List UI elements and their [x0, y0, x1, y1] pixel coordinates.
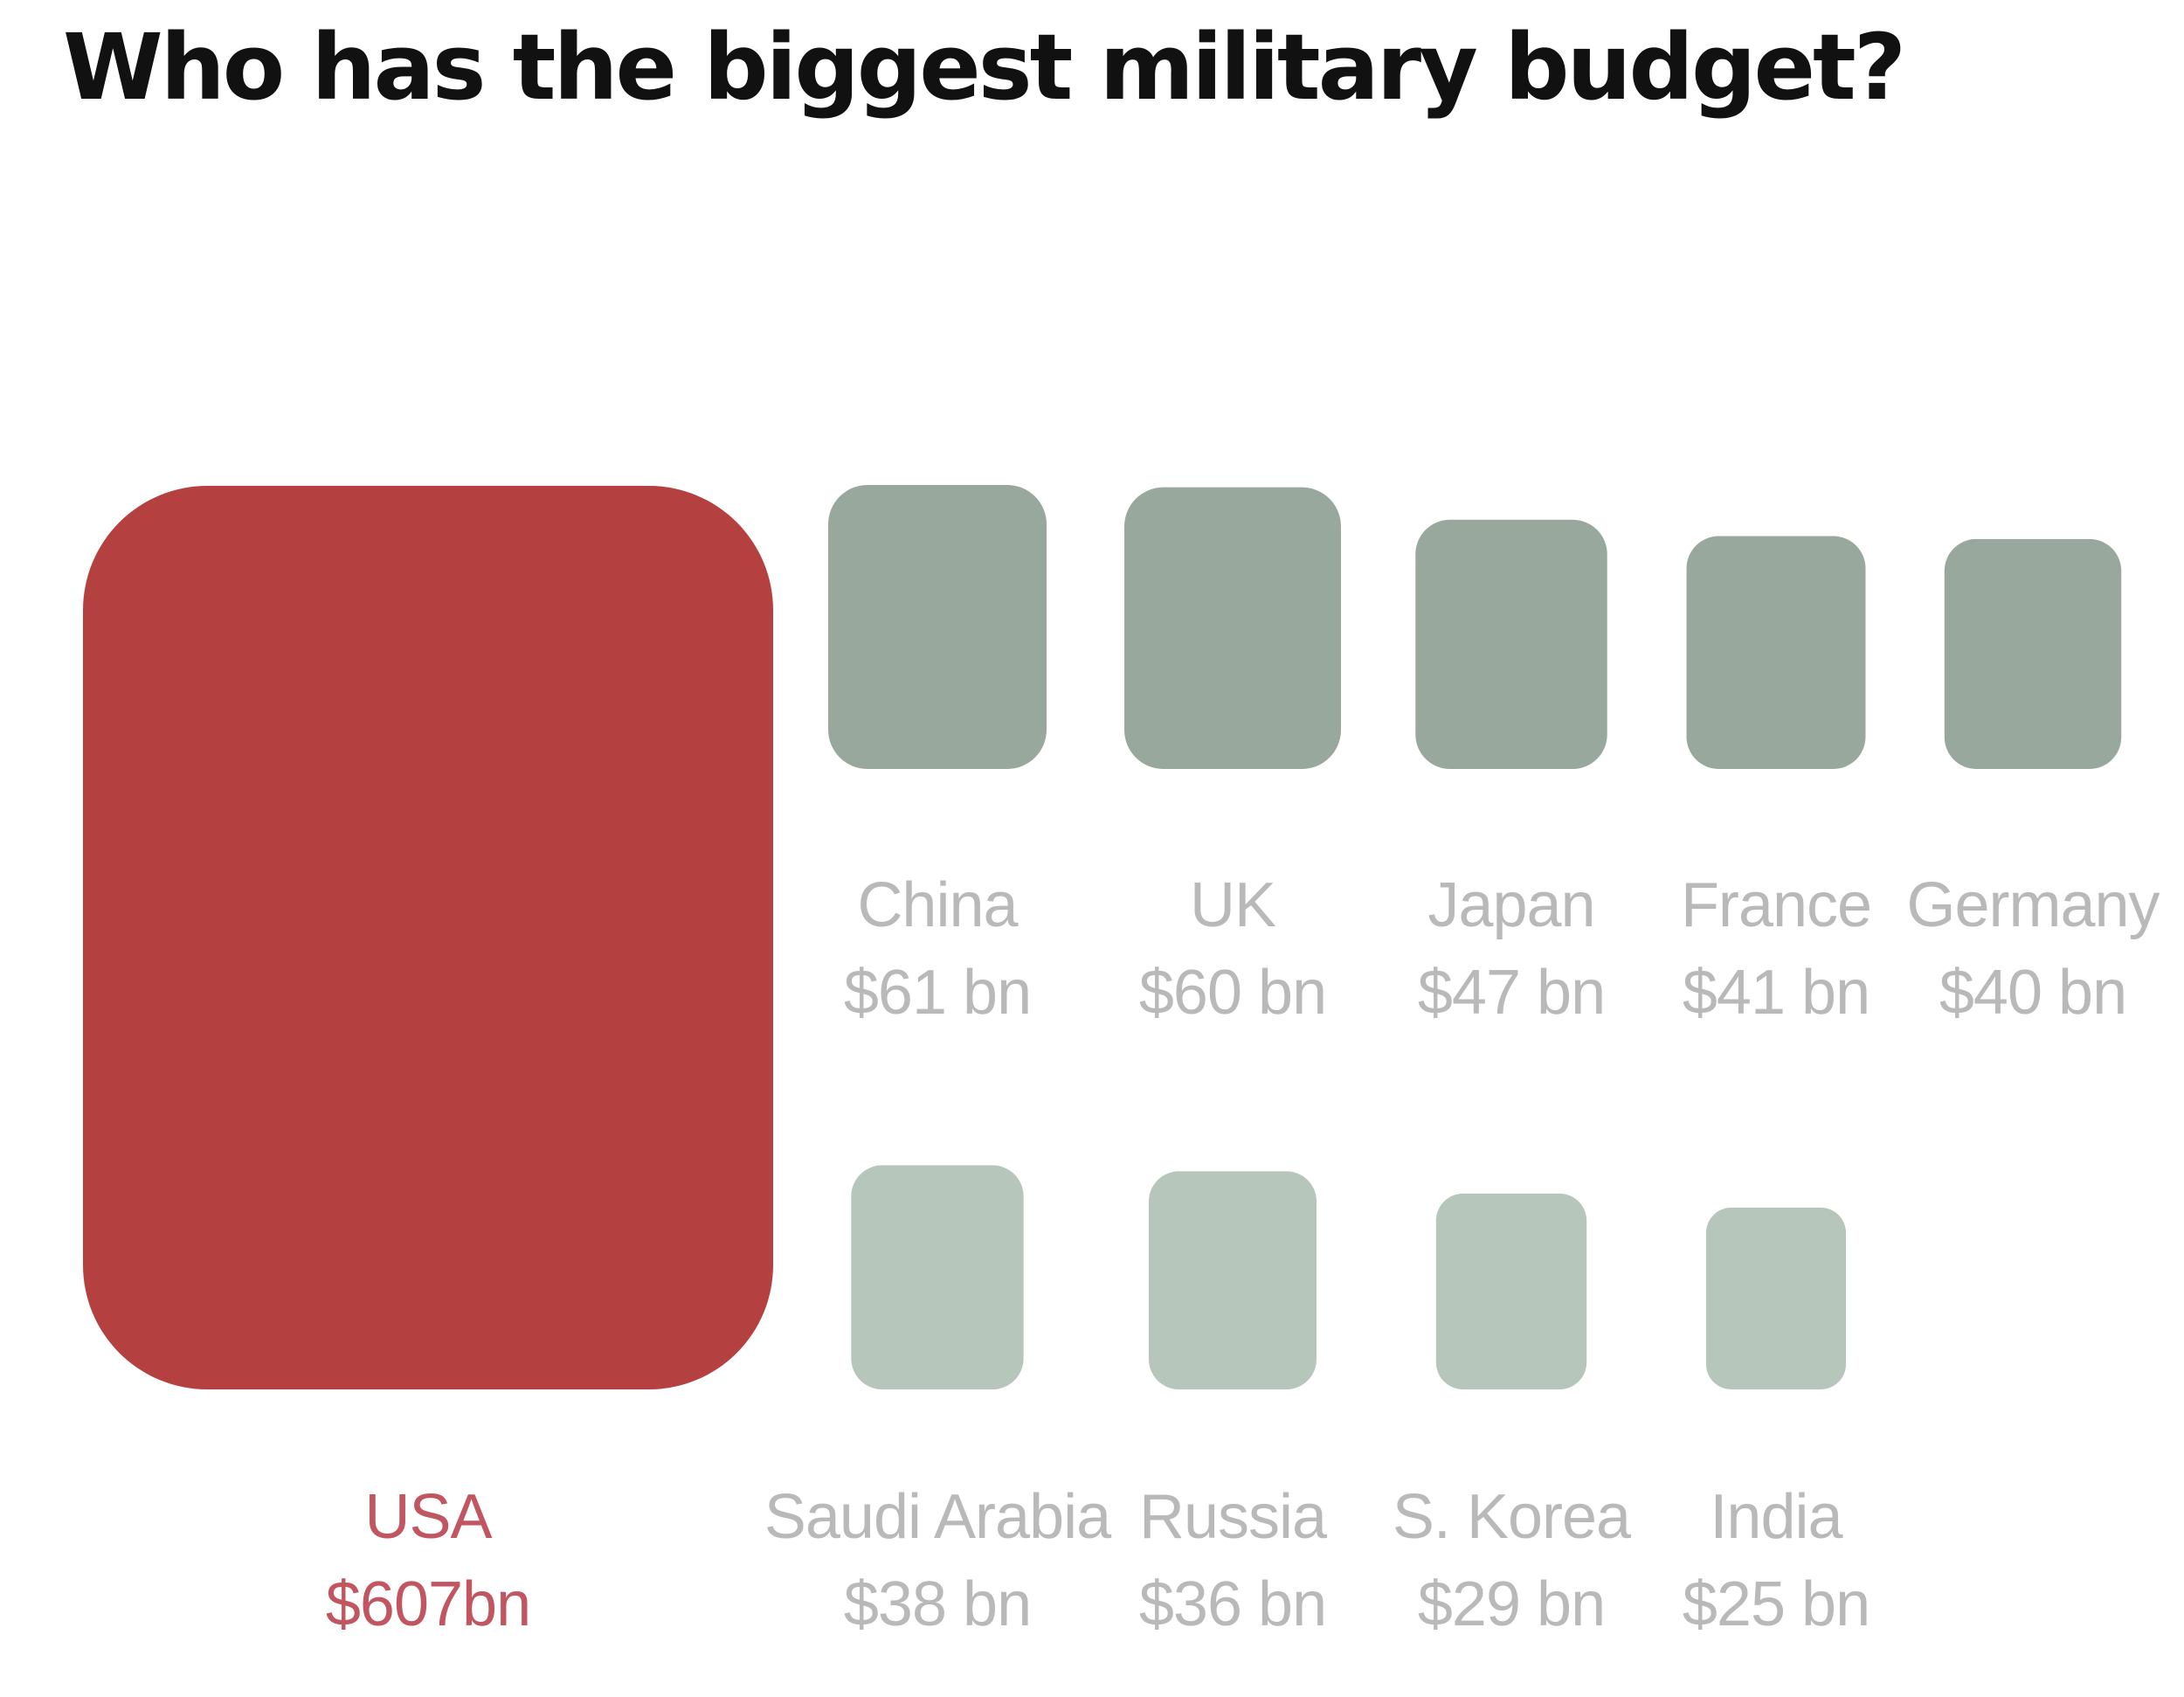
chart-title: Who has the biggest military budget?	[63, 14, 1906, 121]
value-label-france: $41 bn	[1683, 958, 1870, 1028]
value-label-uk: $60 bn	[1139, 958, 1326, 1028]
category-label-germany: Germany	[1906, 870, 2160, 940]
bar-uk	[1124, 487, 1341, 769]
bar-usa	[83, 486, 773, 1389]
value-label-germany: $40 bn	[1939, 958, 2126, 1028]
category-label-uk: UK	[1190, 870, 1276, 940]
category-label-s-korea: S. Korea	[1393, 1482, 1632, 1552]
category-label-china: China	[857, 870, 1019, 940]
value-label-russia: $36 bn	[1139, 1569, 1326, 1639]
value-label-india: $25 bn	[1683, 1569, 1870, 1639]
category-label-saudi-arabia: Saudi Arabia	[764, 1482, 1112, 1552]
bar-india	[1705, 1207, 1847, 1389]
bar-germany	[1944, 538, 2122, 769]
value-label-usa: $607bn	[326, 1569, 530, 1639]
value-label-s-korea: $29 bn	[1418, 1569, 1605, 1639]
bar-russia	[1148, 1171, 1317, 1389]
category-label-russia: Russia	[1139, 1482, 1328, 1552]
category-label-france: France	[1681, 870, 1871, 940]
value-label-saudi-arabia: $38 bn	[844, 1569, 1031, 1639]
category-label-japan: Japan	[1427, 870, 1594, 940]
bar-japan	[1415, 519, 1607, 769]
bar-china	[828, 485, 1047, 769]
category-label-usa: USA	[364, 1482, 492, 1552]
value-label-china: $61 bn	[844, 958, 1031, 1028]
bar-saudi-arabia	[851, 1165, 1024, 1389]
bar-s-korea	[1435, 1193, 1587, 1389]
value-label-japan: $47 bn	[1418, 958, 1605, 1028]
category-label-india: India	[1710, 1482, 1843, 1552]
bar-france	[1686, 536, 1866, 769]
